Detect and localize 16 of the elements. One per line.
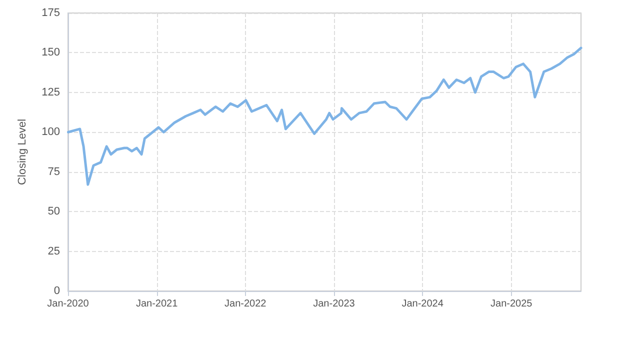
x-tick-label: Jan-2025 [490,298,533,310]
y-tick-label: 150 [42,46,60,59]
x-tick-label: Jan-2022 [224,298,267,310]
y-tick-label: 0 [54,285,60,297]
y-tick-label: 25 [48,245,60,258]
x-tick-label: Jan-2021 [136,298,178,310]
y-tick-label: 50 [48,206,60,218]
y-tick-label: 75 [48,166,60,178]
line-series [66,46,582,186]
y-tick-label: 100 [42,126,60,138]
x-tick-label: Jan-2020 [47,298,90,310]
y-axis-title: Closing Level [16,118,28,186]
x-tick-label: Jan-2023 [313,298,356,310]
x-tick-label: Jan-2024 [402,298,444,310]
y-tick-label: 175 [42,7,60,19]
y-tick-label: 125 [42,86,60,98]
